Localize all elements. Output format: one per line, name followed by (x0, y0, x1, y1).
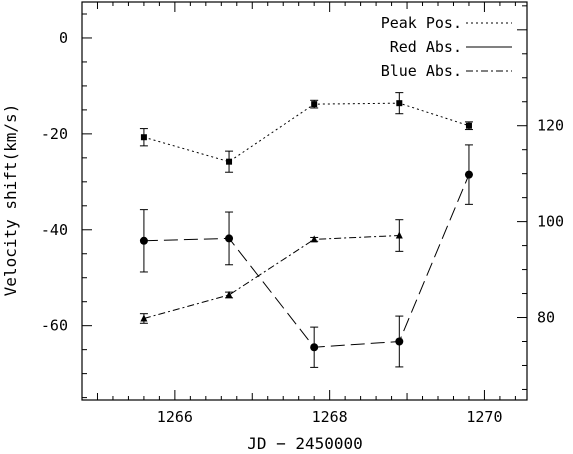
x-tick-label: 1268 (312, 408, 348, 426)
right-y-tick-label: 80 (537, 309, 555, 327)
series-layer (139, 92, 473, 368)
left-y-tick-label: -40 (41, 221, 68, 239)
right-y-tick-label: 100 (537, 213, 564, 231)
data-point (140, 314, 148, 322)
data-point (140, 134, 147, 141)
plot-frame (81, 1, 528, 401)
legend-label: Peak Pos. (381, 14, 462, 32)
legend-label: Blue Abs. (381, 62, 462, 80)
left-y-tick-label: -60 (41, 317, 68, 335)
y-axis-label: Velocity shift(km/s) (1, 104, 20, 297)
data-point (465, 122, 472, 129)
data-point (225, 290, 233, 298)
data-point (310, 235, 318, 243)
x-tick-label: 1266 (157, 408, 193, 426)
data-point (311, 101, 318, 108)
x-axis: 1266 1268 1270 (81, 2, 516, 426)
data-point (139, 236, 148, 245)
data-point (464, 170, 473, 179)
series-0 (139, 92, 473, 173)
right-y-tick-label: 120 (537, 117, 564, 135)
legend: Peak Pos. Red Abs. Blue Abs. (381, 14, 512, 80)
series-2 (139, 219, 404, 324)
legend-label: Red Abs. (390, 38, 462, 56)
series-line (143, 174, 470, 348)
plot-border (81, 1, 528, 401)
data-point (396, 100, 403, 107)
left-y-axis: 0 -20 -40 -60 (41, 13, 92, 399)
left-y-tick-label: -20 (41, 125, 68, 143)
left-y-tick-label: 0 (59, 29, 68, 47)
series-1 (139, 144, 473, 368)
data-point (395, 337, 404, 346)
x-axis-label: JD − 2450000 (247, 434, 363, 453)
x-tick-label: 1270 (466, 408, 502, 426)
right-y-axis: 120 100 80 (517, 5, 564, 390)
data-point (310, 343, 319, 352)
series-line (143, 102, 470, 163)
data-point (225, 234, 234, 243)
data-point (226, 158, 233, 165)
data-point (395, 231, 403, 239)
series-line (143, 235, 400, 319)
